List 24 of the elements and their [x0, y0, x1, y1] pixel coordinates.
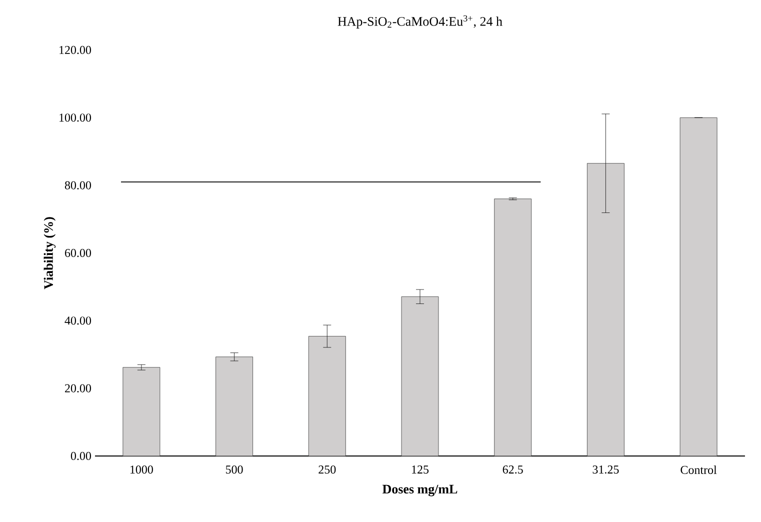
bar — [308, 336, 346, 456]
x-tick-label: 250 — [318, 466, 336, 474]
bar — [587, 163, 624, 456]
y-tick-label: 100.00 — [60, 114, 92, 122]
y-tick-label: 80.00 — [64, 181, 92, 190]
x-tick-label: 62.5 — [502, 466, 523, 474]
x-tick-label: 1000 — [130, 466, 153, 474]
y-axis-title: Viability (%) — [44, 217, 56, 290]
y-tick-label: 40.00 — [64, 316, 92, 325]
x-tick-label: 125 — [412, 466, 429, 474]
y-tick-label: 60.00 — [64, 248, 92, 258]
y-tick-label: 0.00 — [70, 452, 92, 460]
x-tick-label: 31.25 — [592, 466, 619, 474]
x-axis-title: Doses mg/mL — [382, 484, 458, 496]
chart-title: HAp-SiO$_{2}$-CaMoO4:Eu$^{3+}$, 24 h — [338, 15, 502, 28]
bar — [122, 367, 160, 456]
bar — [401, 296, 439, 456]
bar — [216, 356, 253, 456]
x-tick-label: 500 — [226, 466, 243, 474]
y-tick-label: 120.00 — [60, 46, 92, 54]
y-tick-label: 20.00 — [65, 384, 92, 392]
x-tick-label: Control — [680, 466, 717, 474]
bar — [680, 117, 718, 456]
bar — [494, 198, 532, 456]
